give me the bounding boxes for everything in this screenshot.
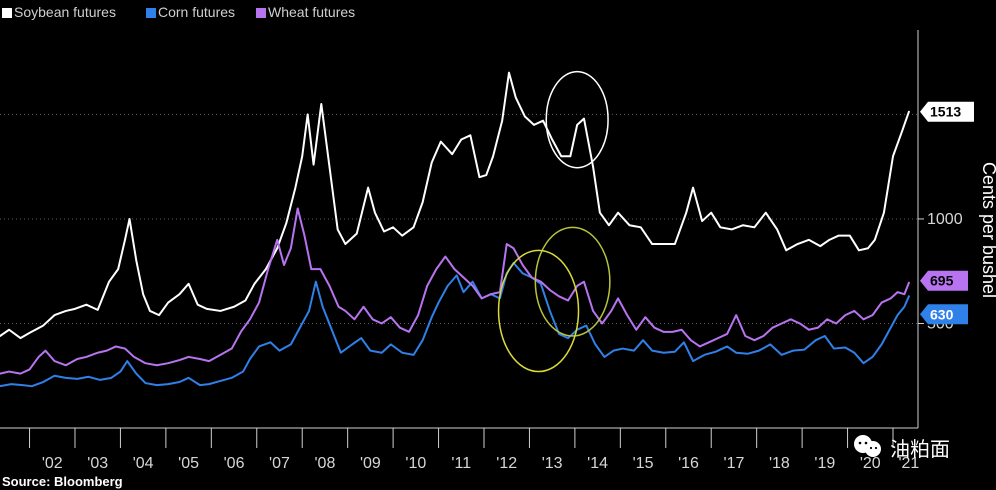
x-tick-label-13: '15 bbox=[633, 455, 654, 472]
wheat-highlight-circle bbox=[534, 226, 611, 337]
legend-swatch-corn bbox=[146, 8, 156, 18]
y-tick-label-1000: 1000 bbox=[927, 211, 963, 228]
legend-label-wheat: Wheat futures bbox=[268, 4, 355, 20]
x-tick-label-4: '06 bbox=[224, 455, 245, 472]
legend-item-soybean: Soybean futures bbox=[2, 4, 116, 20]
last-label-2: 695 bbox=[920, 270, 968, 291]
x-tick-label-16: '18 bbox=[769, 455, 790, 472]
series-layer bbox=[0, 71, 910, 388]
grid-layer bbox=[0, 113, 918, 324]
x-tick-label-2: '04 bbox=[133, 455, 154, 472]
soybean-highlight-circle bbox=[545, 70, 609, 169]
x-tick-label-15: '17 bbox=[724, 455, 745, 472]
watermark-text: 油粕面 bbox=[890, 437, 950, 461]
x-tick-label-5: '07 bbox=[269, 455, 290, 472]
x-tick-label-12: '14 bbox=[587, 455, 608, 472]
annotation-layer bbox=[497, 70, 611, 373]
x-tick-label-17: '19 bbox=[814, 455, 835, 472]
legend-swatch-soybean bbox=[2, 8, 12, 18]
x-tick-label-9: '11 bbox=[451, 455, 471, 472]
last-label-text-2: 695 bbox=[930, 273, 954, 289]
x-tick-label-8: '10 bbox=[405, 455, 426, 472]
x-tick-label-10: '12 bbox=[496, 455, 517, 472]
legend-item-corn: Corn futures bbox=[146, 4, 235, 20]
x-tick-label-6: '08 bbox=[315, 455, 336, 472]
x-tick-label-7: '09 bbox=[360, 455, 381, 472]
series-line-1 bbox=[0, 261, 910, 388]
last-label-box-0 bbox=[920, 101, 974, 122]
last-label-box-2 bbox=[920, 270, 968, 291]
x-ticks: '02 '03 '04 '05 '06 '07 '08 '09 '10 '11 '12 '13 '14 '… bbox=[29, 428, 919, 472]
last-value-labels: 1513 695 630 bbox=[920, 101, 974, 325]
x-tick-label-3: '05 bbox=[178, 455, 199, 472]
x-tick-label-1: '03 bbox=[87, 455, 108, 472]
legend: Soybean futures Corn futures Wheat futur… bbox=[2, 4, 355, 20]
x-tick-label-0: '02 bbox=[42, 455, 63, 472]
x-tick-label-18: '20 bbox=[860, 455, 881, 472]
legend-item-wheat: Wheat futures bbox=[256, 4, 355, 20]
series-line-2 bbox=[0, 207, 910, 375]
legend-label-soybean: Soybean futures bbox=[14, 4, 116, 20]
wechat-icon bbox=[854, 435, 881, 457]
last-label-text-1: 630 bbox=[930, 306, 954, 322]
watermark: 油粕面 bbox=[854, 435, 950, 461]
y-axis-label: Cents per bushel bbox=[979, 162, 996, 298]
x-tick-label-14: '16 bbox=[678, 455, 699, 472]
last-label-0: 1513 bbox=[920, 101, 974, 122]
last-label-1: 630 bbox=[920, 304, 968, 325]
source-label: Source: Bloomberg bbox=[2, 474, 123, 489]
x-tick-label-19: '21 bbox=[898, 455, 919, 472]
legend-label-corn: Corn futures bbox=[158, 4, 235, 20]
legend-swatch-wheat bbox=[256, 8, 266, 18]
series-line-0 bbox=[0, 71, 910, 340]
x-tick-label-11: '13 bbox=[542, 455, 563, 472]
corn-highlight-circle bbox=[497, 249, 580, 373]
last-label-text-0: 1513 bbox=[930, 104, 961, 120]
last-label-box-1 bbox=[920, 304, 968, 325]
